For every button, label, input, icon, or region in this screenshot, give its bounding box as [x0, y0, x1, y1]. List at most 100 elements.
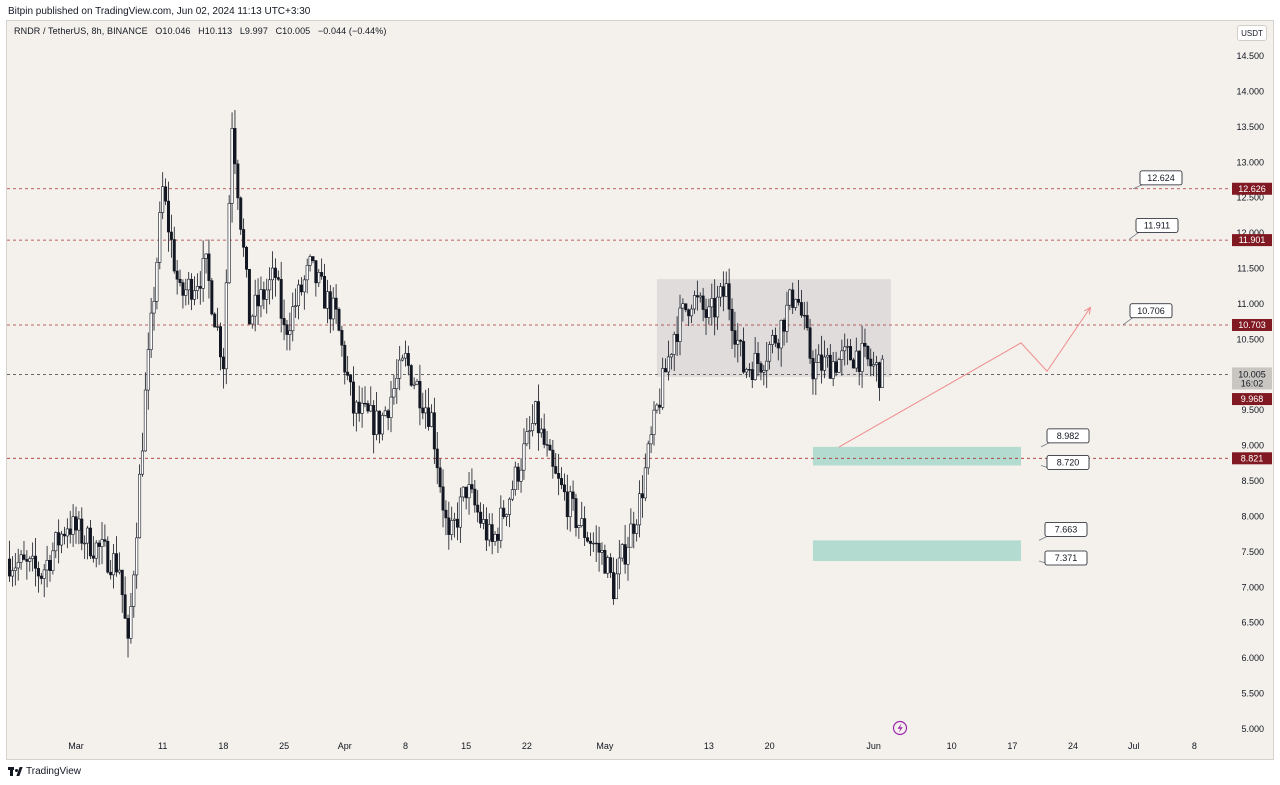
candle-body — [513, 466, 517, 490]
candle-body — [181, 282, 185, 296]
candle-body — [311, 256, 315, 261]
candle-body — [418, 381, 422, 409]
candle-body — [799, 302, 803, 316]
price-tick-label: 13.000 — [1236, 157, 1264, 167]
candle-body — [377, 410, 381, 435]
callout-label: 10.706 — [1137, 306, 1165, 316]
candle-body — [86, 527, 90, 544]
price-tick-label: 9.000 — [1241, 441, 1264, 451]
candle-body — [8, 558, 12, 577]
price-callout: 12.624 — [1132, 170, 1183, 190]
candle-body — [710, 298, 714, 308]
candle-body — [288, 330, 292, 335]
candle-body — [484, 519, 488, 541]
candle-body — [432, 412, 436, 450]
candle-body — [470, 484, 474, 490]
footer-brand[interactable]: TradingView — [8, 766, 81, 777]
callout-box — [1044, 550, 1088, 566]
candle-body — [872, 364, 876, 367]
symbol-legend: RNDR / TetherUS, 8h, BINANCE O10.046 H10… — [14, 26, 391, 36]
candle-body — [626, 546, 630, 565]
candle-body — [609, 557, 613, 573]
candle-body — [496, 533, 500, 541]
candle-body — [597, 542, 601, 553]
currency-unit-badge[interactable]: USDT — [1237, 25, 1267, 41]
candle-body — [837, 359, 841, 373]
candle-body — [453, 518, 457, 521]
candle-body — [750, 369, 754, 381]
candle-body — [94, 542, 98, 559]
candle-body — [562, 484, 566, 493]
candle-body — [834, 361, 838, 373]
support-zone-1 — [812, 446, 1022, 466]
candle-body — [811, 358, 815, 380]
candle-body — [57, 532, 61, 546]
price-callout: 8.982 — [1040, 428, 1090, 448]
price-tick-label: 14.500 — [1236, 51, 1264, 61]
lightning-icon-ring — [892, 720, 908, 736]
candle-body — [308, 256, 312, 266]
candle-body — [259, 289, 263, 307]
candle-body — [273, 267, 277, 278]
price-tick-label: 6.500 — [1241, 618, 1264, 628]
last-price-bg — [1232, 367, 1272, 390]
candle-body — [692, 295, 696, 310]
candle-body — [152, 301, 156, 314]
candle-body — [132, 574, 136, 607]
candle-body — [860, 342, 864, 372]
candle-body — [851, 359, 855, 369]
candle-body — [198, 286, 202, 289]
time-tick-label: Mar — [68, 741, 84, 751]
candle-body — [213, 313, 217, 328]
candle-body — [143, 389, 147, 452]
candle-body — [262, 289, 266, 300]
price-tick-label: 5.000 — [1241, 724, 1264, 734]
candle-body — [554, 466, 558, 474]
price-tick-label: 8.500 — [1241, 476, 1264, 486]
candle-body — [565, 491, 569, 518]
candle-body — [10, 570, 14, 577]
publish-caption: Bitpin published on TradingView.com, Jun… — [8, 6, 311, 17]
candle-body — [328, 291, 332, 320]
candle-body — [580, 518, 584, 527]
candle-body — [464, 486, 468, 499]
price-tick-label: 7.500 — [1241, 547, 1264, 557]
candle-body — [77, 518, 81, 531]
candle-body — [828, 354, 832, 379]
candle-body — [675, 334, 679, 342]
level-tag-bg — [1232, 318, 1272, 331]
price-callout: 8.720 — [1040, 455, 1090, 470]
candle-body — [742, 341, 746, 373]
legend-high: H10.113 — [198, 26, 233, 36]
candle-body — [34, 555, 38, 569]
candle-body — [447, 517, 451, 535]
candle-body — [481, 519, 485, 524]
candle-body — [178, 278, 182, 283]
candle-body — [727, 283, 731, 310]
candle-body — [779, 319, 783, 349]
time-tick-label: 10 — [947, 741, 957, 751]
candle-body — [516, 466, 520, 482]
candle-body — [718, 286, 722, 298]
candle-body — [227, 203, 231, 284]
callout-layer: 12.624 11.911 10.706 8.982 8.720 7.663 7.371 — [1038, 170, 1183, 566]
candle-body — [109, 571, 113, 576]
candle-body — [117, 569, 121, 573]
time-tick-label: 24 — [1068, 741, 1078, 751]
candle-body — [146, 349, 150, 391]
legend-symbol[interactable]: RNDR / TetherUS, 8h, BINANCE — [14, 26, 148, 36]
candle-body — [216, 326, 220, 328]
chart-frame[interactable] — [6, 20, 1274, 760]
candle-body — [739, 339, 743, 342]
candle-body — [91, 555, 95, 559]
candle-body — [126, 618, 130, 639]
candle-body — [219, 326, 223, 358]
candle-body — [114, 553, 118, 573]
candle-body — [782, 319, 786, 332]
candle-body — [776, 342, 780, 349]
candle-body — [239, 197, 243, 230]
lightning-icon[interactable] — [892, 720, 908, 736]
candle-body — [577, 525, 581, 528]
